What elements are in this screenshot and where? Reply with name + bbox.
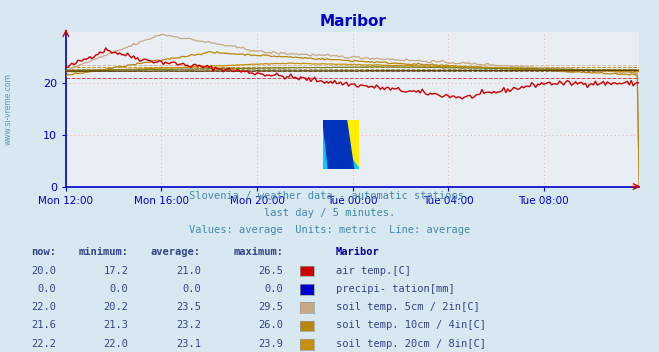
- Text: 21.6: 21.6: [31, 320, 56, 331]
- Text: soil temp. 20cm / 8in[C]: soil temp. 20cm / 8in[C]: [336, 339, 486, 349]
- Text: Maribor: Maribor: [336, 247, 380, 257]
- Text: Values: average  Units: metric  Line: average: Values: average Units: metric Line: aver…: [189, 225, 470, 235]
- Text: 22.0: 22.0: [31, 302, 56, 312]
- Text: precipi- tation[mm]: precipi- tation[mm]: [336, 284, 455, 294]
- Text: 26.0: 26.0: [258, 320, 283, 331]
- Text: 26.5: 26.5: [258, 265, 283, 276]
- Text: 22.2: 22.2: [31, 339, 56, 349]
- Text: 20.0: 20.0: [31, 265, 56, 276]
- Text: average:: average:: [151, 247, 201, 257]
- Text: 0.0: 0.0: [38, 284, 56, 294]
- Text: now:: now:: [31, 247, 56, 257]
- Text: maximum:: maximum:: [233, 247, 283, 257]
- Text: air temp.[C]: air temp.[C]: [336, 265, 411, 276]
- Text: 22.0: 22.0: [103, 339, 129, 349]
- Polygon shape: [323, 120, 359, 169]
- Text: 0.0: 0.0: [265, 284, 283, 294]
- Polygon shape: [323, 120, 354, 169]
- Text: 17.2: 17.2: [103, 265, 129, 276]
- Text: 23.1: 23.1: [176, 339, 201, 349]
- Text: soil temp. 10cm / 4in[C]: soil temp. 10cm / 4in[C]: [336, 320, 486, 331]
- Text: Slovenia / weather data - automatic stations.: Slovenia / weather data - automatic stat…: [189, 191, 470, 201]
- Text: last day / 5 minutes.: last day / 5 minutes.: [264, 208, 395, 218]
- Text: 0.0: 0.0: [183, 284, 201, 294]
- Text: 21.3: 21.3: [103, 320, 129, 331]
- Text: soil temp. 5cm / 2in[C]: soil temp. 5cm / 2in[C]: [336, 302, 480, 312]
- Title: Maribor: Maribor: [319, 14, 386, 29]
- Text: minimum:: minimum:: [78, 247, 129, 257]
- Text: 23.5: 23.5: [176, 302, 201, 312]
- Polygon shape: [323, 120, 359, 169]
- Text: 29.5: 29.5: [258, 302, 283, 312]
- Text: 23.9: 23.9: [258, 339, 283, 349]
- Text: 21.0: 21.0: [176, 265, 201, 276]
- Text: 0.0: 0.0: [110, 284, 129, 294]
- Text: 23.2: 23.2: [176, 320, 201, 331]
- Text: www.si-vreme.com: www.si-vreme.com: [3, 73, 13, 145]
- Text: 20.2: 20.2: [103, 302, 129, 312]
